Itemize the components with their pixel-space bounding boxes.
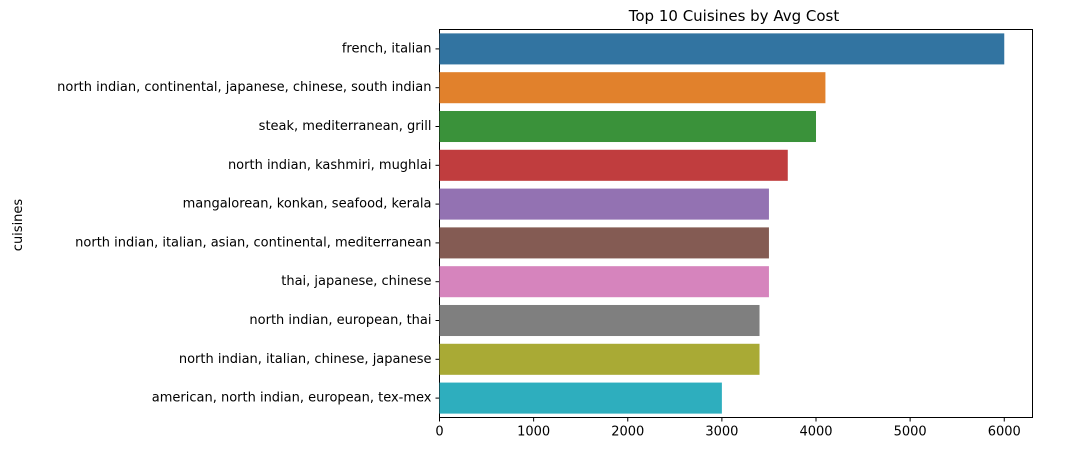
bar-7 [439, 266, 769, 298]
y-tick-label: steak, mediterranean, grill [259, 119, 432, 134]
x-axis-ticks: 0 1000 2000 3000 4000 5000 6000 [435, 417, 1021, 440]
bar-5 [439, 188, 769, 220]
bar-4 [439, 149, 788, 181]
bar-3 [439, 110, 817, 143]
bars-group [439, 33, 1005, 414]
y-tick-label: north indian, kashmiri, mughlai [228, 158, 432, 173]
plot-area [439, 29, 1033, 418]
y-tick-label: north indian, european, thai [249, 313, 431, 328]
bar-1 [439, 33, 1005, 65]
y-tick-label: thai, japanese, chinese [281, 274, 431, 289]
bar-8 [439, 304, 760, 337]
x-tick-label: 0 [435, 425, 443, 440]
y-tick-label: french, italian [342, 41, 432, 56]
chart-title: Top 10 Cuisines by Avg Cost [628, 7, 840, 25]
y-tick-label: north indian, continental, japanese, chi… [57, 80, 431, 95]
x-tick-label: 4000 [799, 425, 832, 440]
bar-2 [439, 72, 826, 104]
y-tick-label: mangalorean, konkan, seafood, kerala [183, 197, 432, 212]
y-tick-label: north indian, italian, asian, continenta… [75, 235, 431, 250]
x-tick-label: 3000 [705, 425, 738, 440]
bar-9 [439, 343, 760, 375]
bar-6 [439, 227, 769, 259]
y-tick-label: north indian, italian, chinese, japanese [179, 352, 432, 367]
x-tick-label: 2000 [611, 425, 644, 440]
y-tick-label: american, north indian, european, tex-me… [152, 391, 432, 406]
x-tick-label: 1000 [517, 425, 550, 440]
y-axis-label: cuisines [11, 199, 26, 252]
x-tick-label: 6000 [988, 425, 1021, 440]
x-tick-label: 5000 [894, 425, 927, 440]
y-axis-ticks: french, italian north indian, continental… [57, 41, 440, 406]
bar-10 [439, 382, 722, 414]
